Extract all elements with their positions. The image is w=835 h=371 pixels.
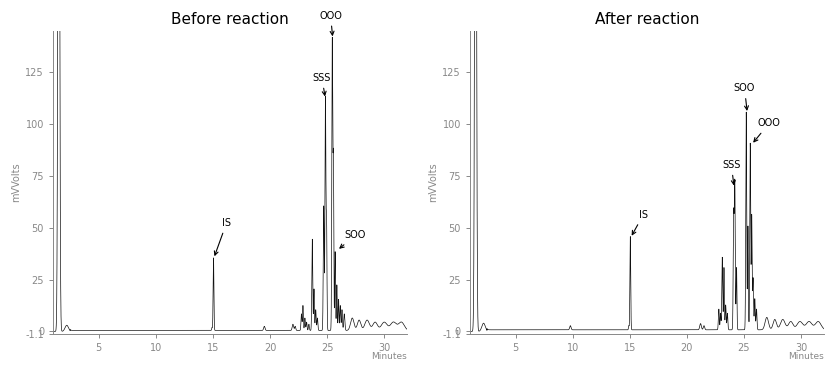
Text: IS: IS [632,210,648,235]
Text: IS: IS [215,218,231,255]
Text: SOO: SOO [734,83,755,110]
Text: Minutes: Minutes [788,352,824,361]
Text: OOO: OOO [319,10,342,35]
Title: After reaction: After reaction [595,12,699,27]
Text: SSS: SSS [722,160,741,184]
Y-axis label: mVVolts: mVVolts [11,162,21,202]
Text: OOO: OOO [754,118,781,142]
Text: Minutes: Minutes [372,352,407,361]
Title: Before reaction: Before reaction [171,12,289,27]
Text: SSS: SSS [313,73,331,95]
Y-axis label: mVVolts: mVVolts [428,162,438,202]
Text: SOO: SOO [340,230,367,248]
